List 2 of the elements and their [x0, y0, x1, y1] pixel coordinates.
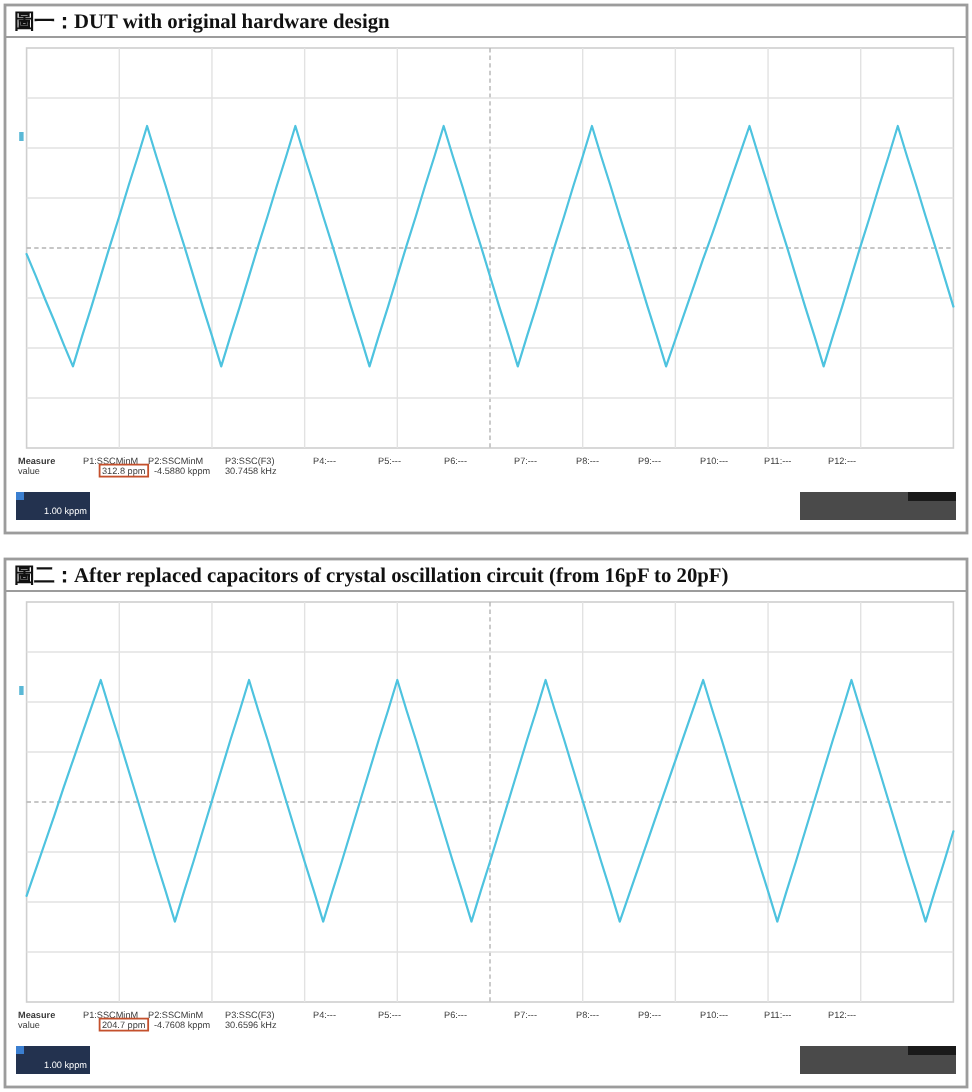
chart-title: 圖二：After replaced capacitors of crystal oscillation circuit (from 16pF to 20pF) — [14, 566, 729, 588]
chart-title: 圖一：DUT with original hardware design — [14, 12, 391, 34]
